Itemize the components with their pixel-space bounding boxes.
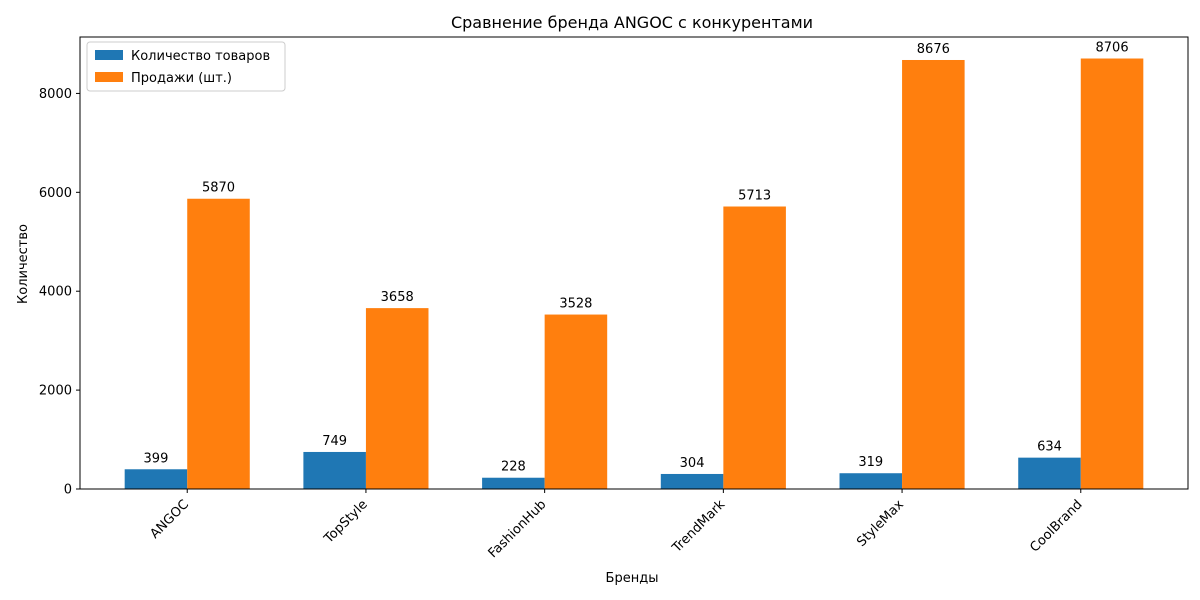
bar-sales xyxy=(902,59,965,490)
data-label: 3528 xyxy=(559,297,592,312)
x-axis-label: Бренды xyxy=(606,571,659,586)
y-tick-label: 6000 xyxy=(39,186,72,201)
y-axis: 0 2000 4000 6000 8000 xyxy=(39,87,80,498)
bar-sales xyxy=(187,198,250,489)
x-tick-label: StyleMax xyxy=(854,497,907,550)
bar-sales xyxy=(365,308,429,489)
y-tick-label: 2000 xyxy=(39,384,72,399)
legend-box xyxy=(86,41,286,92)
data-label: 319 xyxy=(858,455,883,470)
plot-frame xyxy=(79,36,1189,490)
x-tick-label: FashionHub xyxy=(486,497,550,561)
legend-swatch xyxy=(95,50,123,60)
data-label: 8676 xyxy=(917,42,950,57)
legend: Количество товаров Продажи (шт.) xyxy=(86,41,286,92)
x-tick-label: TrendMark xyxy=(669,497,728,556)
y-tick-label: 0 xyxy=(64,483,72,498)
data-label: 5713 xyxy=(738,189,771,204)
y-tick-label: 8000 xyxy=(39,87,72,102)
y-tick-label: 4000 xyxy=(39,285,72,300)
bar-products xyxy=(839,473,903,489)
data-label: 3658 xyxy=(381,290,414,305)
bar-sales xyxy=(1080,58,1144,490)
x-tick-label: TopStyle xyxy=(321,497,371,547)
y-axis-label: Количество xyxy=(16,224,31,304)
data-label: 304 xyxy=(680,456,705,471)
bar-products xyxy=(303,451,366,489)
data-label: 749 xyxy=(322,434,347,449)
x-axis: ANGOC TopStyle FashionHub TrendMark StyleMax… xyxy=(147,489,1086,561)
data-label: 228 xyxy=(501,460,526,475)
bar-products xyxy=(1018,457,1081,489)
chart-title: Сравнение бренда ANGOC с конкурентами xyxy=(451,13,813,32)
bar-products xyxy=(660,473,724,489)
bar-sales xyxy=(544,314,608,489)
bar-sales xyxy=(723,206,786,490)
legend-label: Продажи (шт.) xyxy=(131,71,232,86)
x-tick-label: ANGOC xyxy=(147,497,192,542)
data-label: 399 xyxy=(144,451,169,466)
legend-swatch xyxy=(95,72,123,82)
x-tick-label: CoolBrand xyxy=(1027,497,1085,555)
bar-products xyxy=(482,477,545,489)
data-label: 8706 xyxy=(1096,41,1129,56)
data-label: 5870 xyxy=(202,181,235,196)
bars-layer xyxy=(124,58,1144,490)
data-labels-layer: 399 5870 749 3658 228 3528 304 5713 319 8676 634 87… xyxy=(144,41,1129,475)
data-label: 634 xyxy=(1037,440,1062,455)
legend-label: Количество товаров xyxy=(131,49,270,64)
bar-products xyxy=(124,469,188,489)
